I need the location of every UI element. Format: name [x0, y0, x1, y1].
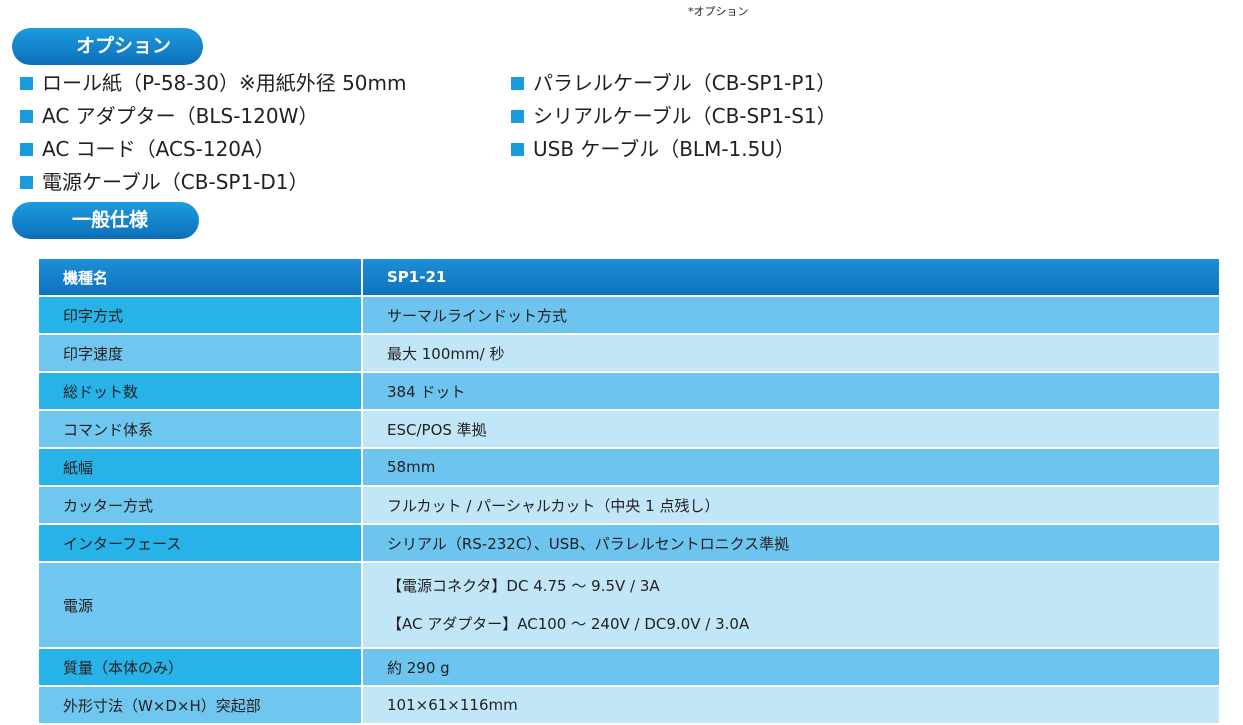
square-bullet-icon [511, 143, 524, 156]
option-note: *オプション [688, 5, 749, 18]
square-bullet-icon [511, 110, 524, 123]
row-value: 約 290 g [362, 648, 1219, 687]
row-label: 紙幅 [39, 448, 363, 487]
row-value: シリアル（RS-232C）、USB、パラレルセントロニクス準拠 [362, 524, 1219, 563]
table-row: 総ドット数 384 ドット [39, 372, 1219, 411]
option-item: AC コード（ACS-120A） [20, 133, 406, 166]
row-value: 最大 100mm/ 秒 [362, 334, 1219, 373]
power-connector-value: 【電源コネクタ】DC 4.75 〜 9.5V / 3A [387, 577, 660, 595]
row-label: 印字速度 [39, 334, 363, 373]
row-label: 総ドット数 [39, 372, 363, 411]
row-value: フルカット / パーシャルカット（中央 1 点残し） [362, 486, 1219, 525]
row-label: 質量（本体のみ） [39, 648, 363, 687]
option-item: パラレルケーブル（CB-SP1-P1） [511, 67, 837, 100]
table-row: カッター方式 フルカット / パーシャルカット（中央 1 点残し） [39, 486, 1219, 525]
table-row: 質量（本体のみ） 約 290 g [39, 648, 1219, 687]
options-section-header: オプション [12, 28, 203, 65]
table-row: 印字方式 サーマルラインドット方式 [39, 296, 1219, 335]
row-value: 58mm [362, 448, 1219, 487]
row-value: サーマルラインドット方式 [362, 296, 1219, 335]
options-list-left: ロール紙（P-58-30）※用紙外径 50mm AC アダプター（BLS-120… [20, 67, 406, 199]
option-item-label: AC コード（ACS-120A） [42, 137, 275, 161]
square-bullet-icon [20, 176, 33, 189]
square-bullet-icon [511, 77, 524, 90]
option-item-label: 電源ケーブル（CB-SP1-D1） [42, 170, 309, 194]
spec-section-header: 一般仕様 [12, 202, 199, 239]
table-row: インターフェース シリアル（RS-232C）、USB、パラレルセントロニクス準拠 [39, 524, 1219, 563]
header-cell-model: 機種名 [39, 259, 363, 297]
option-item-label: パラレルケーブル（CB-SP1-P1） [533, 71, 837, 95]
option-item-label: USB ケーブル（BLM-1.5U） [533, 137, 795, 161]
row-value: 101×61×116mm [362, 686, 1219, 725]
row-value: 384 ドット [362, 372, 1219, 411]
option-item-label: シリアルケーブル（CB-SP1-S1） [533, 104, 837, 128]
option-item: 電源ケーブル（CB-SP1-D1） [20, 166, 406, 199]
square-bullet-icon [20, 143, 33, 156]
ac-adapter-value: 【AC アダプター】AC100 〜 240V / DC9.0V / 3.0A [387, 615, 750, 633]
spec-table-header-row: 機種名 SP1-21 [39, 259, 1219, 297]
row-value: ESC/POS 準拠 [362, 410, 1219, 449]
option-item-label: ロール紙（P-58-30）※用紙外径 50mm [42, 71, 407, 95]
option-item: シリアルケーブル（CB-SP1-S1） [511, 100, 837, 133]
options-header-label: オプション [76, 35, 172, 57]
options-list-right: パラレルケーブル（CB-SP1-P1） シリアルケーブル（CB-SP1-S1） … [511, 67, 837, 166]
row-value: 【電源コネクタ】DC 4.75 〜 9.5V / 3A 【AC アダプター】AC… [362, 562, 1219, 649]
row-label: インターフェース [39, 524, 363, 563]
table-row: 電源 【電源コネクタ】DC 4.75 〜 9.5V / 3A 【AC アダプター… [39, 562, 1219, 649]
option-item-label: AC アダプター（BLS-120W） [42, 104, 319, 128]
square-bullet-icon [20, 110, 33, 123]
table-row: 外形寸法（W×D×H）突起部 101×61×116mm [39, 686, 1219, 725]
row-label: 外形寸法（W×D×H）突起部 [39, 686, 363, 725]
table-row: 紙幅 58mm [39, 448, 1219, 487]
option-item: USB ケーブル（BLM-1.5U） [511, 133, 837, 166]
square-bullet-icon [20, 77, 33, 90]
option-item: ロール紙（P-58-30）※用紙外径 50mm [20, 67, 406, 100]
spec-table: 機種名 SP1-21 印字方式 サーマルラインドット方式 印字速度 最大 100… [39, 259, 1219, 725]
option-item: AC アダプター（BLS-120W） [20, 100, 406, 133]
row-label: 印字方式 [39, 296, 363, 335]
row-label: コマンド体系 [39, 410, 363, 449]
table-row: 印字速度 最大 100mm/ 秒 [39, 334, 1219, 373]
spec-header-label: 一般仕様 [72, 209, 149, 231]
header-cell-model-value: SP1-21 [362, 259, 1219, 297]
row-label: カッター方式 [39, 486, 363, 525]
table-row: コマンド体系 ESC/POS 準拠 [39, 410, 1219, 449]
row-label: 電源 [39, 562, 363, 649]
